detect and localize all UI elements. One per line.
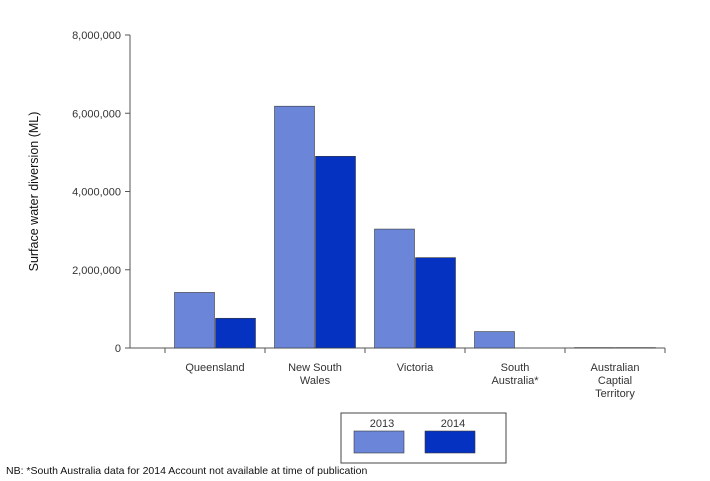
x-category-label: Captial [598, 375, 632, 387]
y-tick-label: 4,000,000 [72, 187, 121, 199]
bar-2014 [415, 257, 456, 349]
legend-label: 2014 [441, 418, 465, 430]
bar-2014 [315, 155, 356, 349]
x-category-label: Australian [591, 362, 640, 374]
y-tick-label: 6,000,000 [72, 108, 121, 120]
bar-2013 [374, 228, 415, 349]
legend-label: 2013 [370, 418, 394, 430]
y-tick-label: 2,000,000 [72, 265, 121, 277]
y-tick-label: 8,000,000 [72, 30, 121, 42]
legend-swatch-2014 [424, 430, 476, 454]
x-category-label: New South [288, 362, 342, 374]
footnote: NB: *South Australia data for 2014 Accou… [6, 465, 368, 477]
x-category-label: Wales [300, 375, 331, 387]
y-axis-title: Surface water diversion (ML) [27, 112, 41, 272]
x-category-label: Victoria [397, 362, 434, 374]
x-category-label: Territory [595, 388, 635, 400]
x-category-label: Queensland [185, 362, 244, 374]
x-category-label: Australia* [491, 375, 539, 387]
x-category-label: South [501, 362, 530, 374]
y-tick-label: 0 [115, 343, 121, 355]
bar-2013 [274, 105, 315, 349]
legend-swatch-2013 [353, 430, 405, 454]
bar-2013 [174, 292, 215, 349]
bar-2013 [474, 331, 515, 349]
bar-2014 [215, 317, 256, 349]
